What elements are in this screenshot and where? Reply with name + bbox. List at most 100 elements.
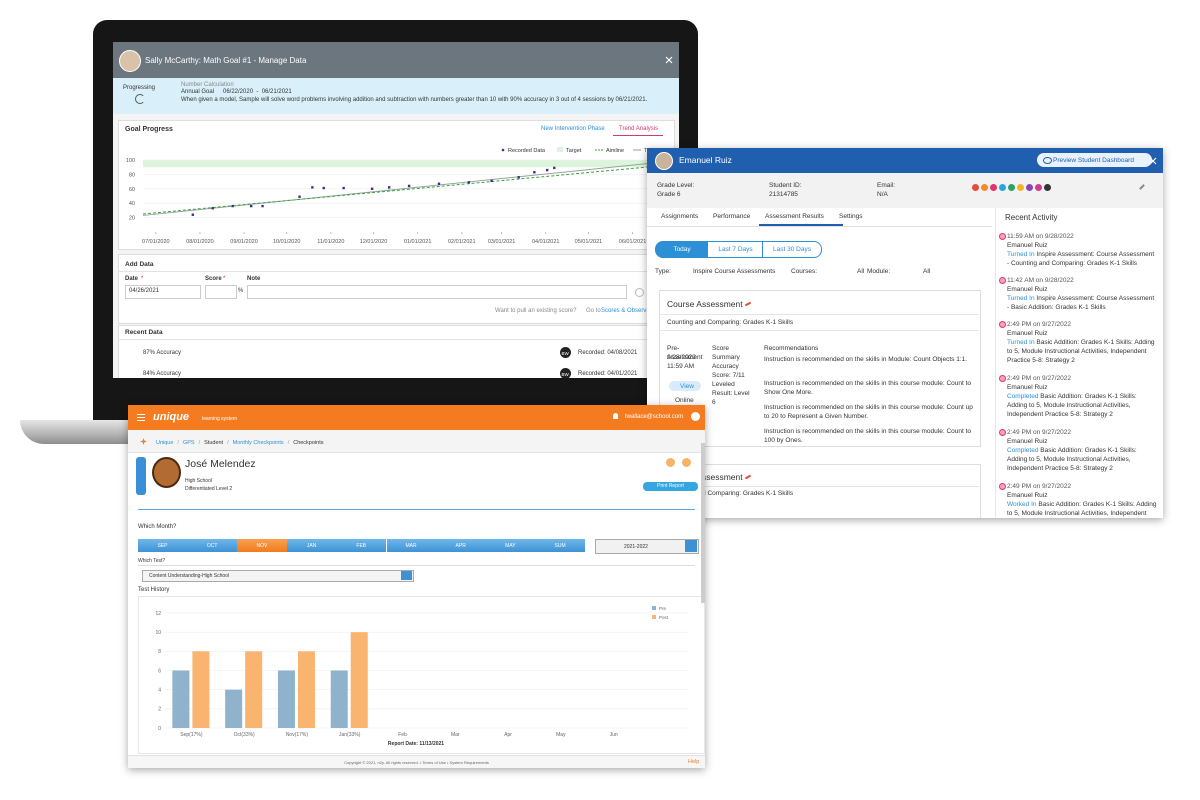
- filter-label: Courses:: [791, 268, 818, 275]
- select-arrow: [685, 540, 697, 552]
- data-point: [249, 204, 253, 208]
- link[interactable]: New Intervention Phase: [541, 126, 605, 132]
- month-tab[interactable]: MAR: [386, 539, 437, 552]
- user-icon[interactable]: [691, 412, 700, 421]
- print-button[interactable]: Print Report: [643, 482, 698, 491]
- section-title: Add Data: [125, 261, 154, 268]
- x-tick-label: 04/01/2021: [532, 239, 560, 245]
- add-button[interactable]: [635, 288, 644, 297]
- score-input[interactable]: [205, 285, 237, 299]
- card-divider: [659, 486, 979, 487]
- y-tick-label: 4: [158, 687, 161, 693]
- tab[interactable]: Assessment Results: [765, 213, 824, 220]
- month-tab[interactable]: FEB: [336, 539, 387, 552]
- breadcrumb[interactable]: Student: [204, 440, 224, 446]
- initials: BW: [561, 371, 569, 377]
- module-icon: [990, 184, 997, 191]
- range-button[interactable]: Last 30 Days: [762, 241, 822, 258]
- test-divider: [138, 565, 695, 566]
- date-input[interactable]: 04/26/2021: [125, 285, 201, 299]
- breadcrumb[interactable]: Unique: [156, 440, 174, 446]
- window-title: Sally McCarthy: Math Goal #1 - Manage Da…: [145, 56, 307, 65]
- activity-title: Recent Activity: [1005, 213, 1058, 222]
- rec-title: Recommendations: [764, 345, 819, 352]
- breadcrumb: Checkpoints: [293, 440, 324, 446]
- target-band: [143, 160, 673, 168]
- play-icon[interactable]: [666, 458, 675, 467]
- activity-action[interactable]: Turned In: [1007, 339, 1035, 346]
- menu-icon[interactable]: [137, 414, 145, 416]
- month-tab[interactable]: JAN: [287, 539, 337, 552]
- x-tick-label: 12/01/2020: [360, 239, 388, 245]
- active-tab-underline: [759, 224, 843, 226]
- score-summary: Score Summary: [712, 345, 740, 361]
- activity-action[interactable]: Worked In: [1007, 501, 1037, 508]
- legend-label: Recorded Data: [508, 148, 546, 154]
- menu-icon[interactable]: [137, 417, 145, 419]
- test-select[interactable]: Content Understanding-High School: [142, 570, 414, 582]
- month-tab[interactable]: SUM: [535, 539, 586, 552]
- close-button[interactable]: [665, 56, 673, 64]
- x-tick-label: Jan(33%): [339, 732, 361, 738]
- required-mark: *: [141, 276, 144, 282]
- divider: [118, 339, 673, 340]
- preview-button[interactable]: Preview Student Dashboard: [1037, 153, 1152, 167]
- activity-action[interactable]: Completed: [1007, 393, 1039, 400]
- filter-value: Inspire Course Assessments: [693, 268, 776, 275]
- goal-area: Number Calculation: [181, 82, 234, 88]
- range-button[interactable]: Today: [655, 241, 709, 258]
- breadcrumb[interactable]: GPS: [182, 440, 195, 446]
- data-point: [342, 186, 345, 190]
- data-point: [490, 179, 493, 183]
- x-tick-label: Sep(17%): [180, 732, 203, 738]
- score-text: 84% Accuracy: [143, 371, 182, 377]
- field-value: N/A: [877, 191, 888, 198]
- month-tab[interactable]: NOV: [237, 539, 288, 552]
- close-button[interactable]: [1149, 157, 1157, 165]
- recent-card: [118, 325, 675, 378]
- view-button[interactable]: View: [669, 381, 701, 391]
- header-bar: [128, 405, 705, 430]
- bar: [277, 670, 295, 728]
- menu-icon[interactable]: [137, 420, 145, 422]
- breadcrumb-separator: /: [177, 440, 179, 446]
- module-icon: [1008, 184, 1015, 191]
- month-tab[interactable]: MAY: [485, 539, 536, 552]
- data-point: [322, 186, 325, 190]
- note-input[interactable]: [247, 285, 627, 299]
- hint-link[interactable]: Scores & Observ: [601, 308, 647, 314]
- tab[interactable]: Settings: [839, 213, 863, 220]
- help-link[interactable]: Help: [688, 759, 700, 765]
- recommendation: Instruction is recommended on the skills…: [764, 404, 973, 420]
- tab[interactable]: Assignments: [661, 213, 699, 220]
- month-question: Which Month?: [138, 524, 177, 530]
- month-label: JAN: [306, 542, 317, 549]
- activity-dot: [999, 429, 1006, 436]
- activity-action[interactable]: Turned In: [1007, 251, 1035, 258]
- card-subtitle: Counting and Comparing: Grades K-1 Skill…: [667, 319, 794, 326]
- link[interactable]: Trend Analysis: [619, 126, 659, 132]
- activity-action[interactable]: Turned In: [1007, 295, 1035, 302]
- range-button[interactable]: Last 7 Days: [707, 241, 764, 258]
- y-tick-label: 12: [155, 611, 161, 617]
- help-icon[interactable]: [682, 458, 691, 467]
- activity-action[interactable]: Completed: [1007, 447, 1039, 454]
- field-label: Note: [247, 276, 261, 282]
- level: Differentiated Level 2: [185, 486, 233, 492]
- year-select[interactable]: 2021-2022: [595, 539, 699, 554]
- breadcrumb[interactable]: Monthly Checkpoints: [232, 440, 284, 446]
- field-label: Date: [125, 276, 139, 282]
- tab[interactable]: Performance: [713, 213, 751, 220]
- legend-label: Pre: [659, 606, 667, 611]
- legend-label: Target: [566, 148, 582, 154]
- module-icon: [1026, 184, 1033, 191]
- view-label: View: [680, 382, 694, 390]
- activity-text: Completed Basic Addition: Grades K-1 Ski…: [1007, 392, 1157, 419]
- month-tab[interactable]: OCT: [187, 539, 238, 552]
- side-tab[interactable]: [136, 457, 146, 495]
- activity-detail: Inspire Assessment: Course Assessment - …: [1007, 295, 1155, 311]
- initials: BW: [561, 350, 569, 356]
- month-tab[interactable]: SEP: [138, 539, 188, 552]
- activity-time: 2:49 PM on 9/27/2022: [1007, 483, 1071, 490]
- month-tab[interactable]: APR: [436, 539, 486, 552]
